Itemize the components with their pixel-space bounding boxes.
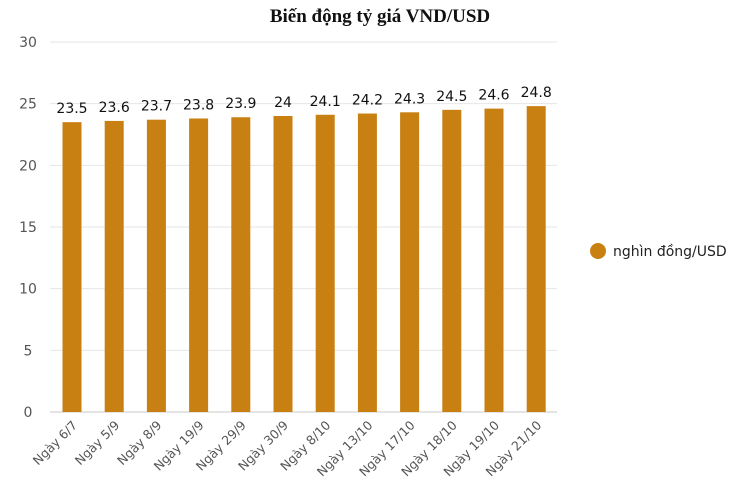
y-tick-label: 0 bbox=[24, 405, 33, 421]
y-tick-label: 20 bbox=[19, 158, 37, 174]
bar bbox=[231, 117, 251, 412]
data-label: 23.8 bbox=[183, 97, 214, 113]
data-label: 24.1 bbox=[310, 94, 341, 110]
bar bbox=[273, 116, 293, 412]
y-tick-label: 15 bbox=[19, 220, 37, 236]
bar bbox=[146, 119, 166, 412]
legend-marker bbox=[590, 243, 606, 259]
bar bbox=[62, 122, 82, 413]
bar bbox=[104, 120, 124, 412]
legend-label: nghìn đồng/USD bbox=[613, 243, 727, 260]
data-label: 24.2 bbox=[352, 93, 383, 109]
bar bbox=[442, 109, 462, 412]
data-label: 24.5 bbox=[436, 89, 467, 105]
y-tick-label: 5 bbox=[24, 343, 33, 359]
data-label: 23.5 bbox=[56, 101, 87, 117]
data-label: 24.8 bbox=[521, 85, 552, 101]
bar bbox=[526, 106, 546, 412]
data-label: 24 bbox=[274, 95, 292, 111]
x-tick-label: Ngày 5/9 bbox=[72, 417, 123, 468]
x-tick-label: Ngày 6/7 bbox=[30, 418, 81, 469]
data-label: 23.7 bbox=[141, 99, 172, 115]
bar bbox=[189, 118, 209, 412]
y-tick-label: 30 bbox=[19, 35, 37, 51]
data-label: 24.3 bbox=[394, 91, 425, 107]
chart-title: Biến động tỷ giá VND/USD bbox=[270, 6, 490, 27]
data-label: 23.6 bbox=[99, 100, 130, 116]
bar bbox=[315, 114, 335, 413]
data-label: 24.6 bbox=[478, 88, 509, 104]
y-tick-label: 10 bbox=[19, 282, 37, 298]
y-tick-label: 25 bbox=[19, 97, 37, 113]
bar bbox=[357, 113, 377, 413]
bar bbox=[400, 112, 420, 413]
data-label: 23.9 bbox=[225, 96, 256, 112]
bar bbox=[484, 108, 504, 412]
